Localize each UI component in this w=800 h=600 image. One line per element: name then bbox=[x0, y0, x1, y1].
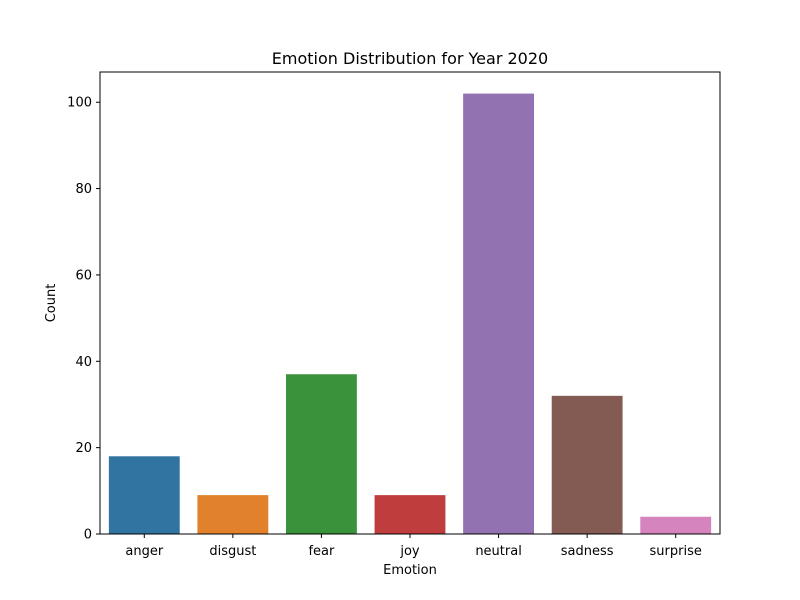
bar-sadness bbox=[551, 395, 623, 534]
x-tick-label: sadness bbox=[561, 544, 614, 559]
y-axis: 0 20 40 60 80 100 bbox=[67, 96, 100, 543]
bar-fear bbox=[286, 374, 357, 534]
bars-layer bbox=[108, 93, 712, 535]
y-tick-label: 80 bbox=[75, 182, 92, 197]
bar-surprise bbox=[640, 516, 712, 534]
y-tick-label: 20 bbox=[75, 441, 92, 456]
x-axis-label: Emotion bbox=[383, 563, 437, 578]
y-tick-label: 60 bbox=[75, 268, 92, 283]
y-tick-label: 0 bbox=[84, 528, 92, 543]
y-tick-label: 40 bbox=[75, 355, 92, 370]
bar-neutral bbox=[463, 93, 534, 535]
x-tick-label: surprise bbox=[650, 544, 702, 559]
bar-joy bbox=[374, 495, 446, 534]
chart-title: Emotion Distribution for Year 2020 bbox=[272, 49, 548, 68]
bar-anger bbox=[108, 456, 180, 534]
x-axis: anger disgust fear joy neutral sadness surpris… bbox=[125, 534, 702, 559]
y-axis-label: Count bbox=[44, 284, 59, 323]
x-tick-label: neutral bbox=[475, 544, 522, 559]
plot-frame bbox=[99, 71, 721, 535]
x-tick-label: fear bbox=[308, 544, 335, 559]
y-tick-label: 100 bbox=[67, 96, 92, 111]
x-tick-label: anger bbox=[125, 544, 163, 559]
x-tick-label: disgust bbox=[209, 544, 256, 559]
x-tick-label: joy bbox=[399, 544, 420, 559]
bar-disgust bbox=[197, 495, 269, 534]
